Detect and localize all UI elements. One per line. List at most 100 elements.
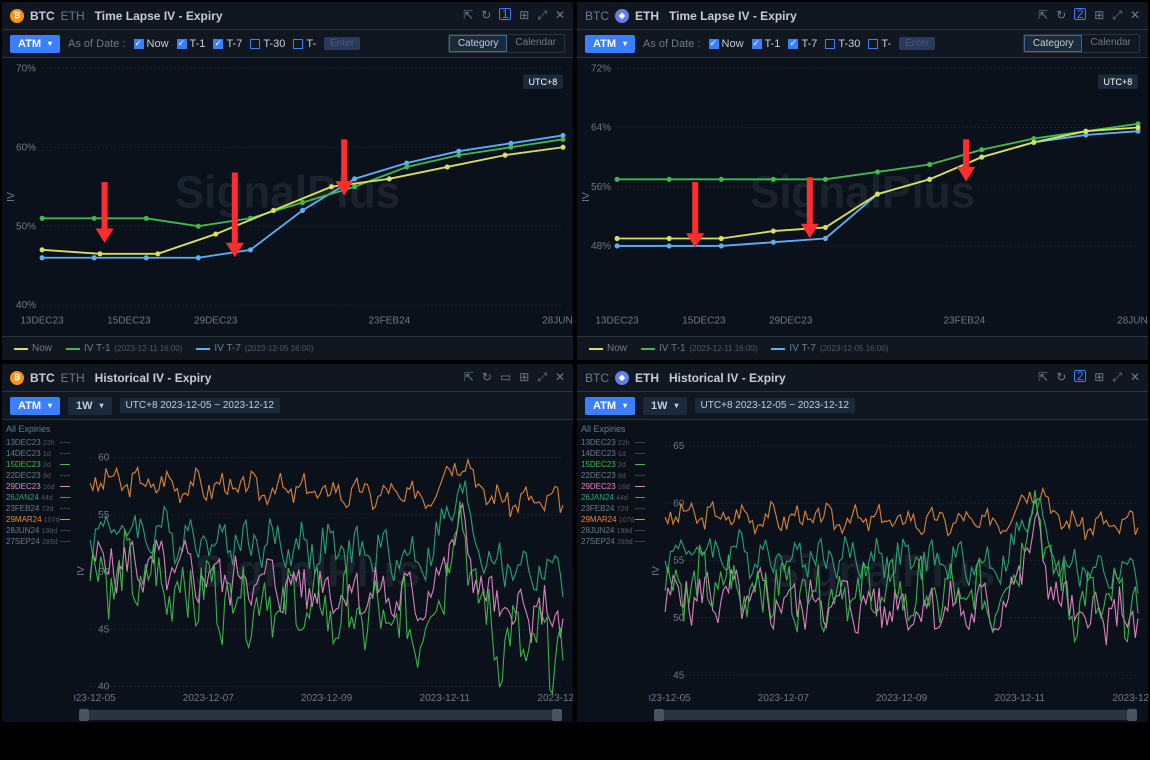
svg-text:2023-12-07: 2023-12-07 — [758, 693, 809, 704]
expand-icon[interactable]: ⤢ — [537, 8, 547, 23]
coin-tab-eth[interactable]: ETH — [61, 371, 85, 385]
svg-text:IV: IV — [6, 192, 17, 202]
svg-text:29DEC23: 29DEC23 — [769, 316, 813, 327]
coin-tab-eth[interactable]: ETH — [635, 371, 659, 385]
date-range[interactable]: UTC+8 2023-12-05 ~ 2023-12-12 — [695, 398, 855, 413]
expand-icon[interactable]: ⤢ — [1112, 370, 1122, 385]
refresh-icon[interactable]: ↻ — [1056, 8, 1066, 23]
panel-title: Time Lapse IV - Expiry — [95, 9, 223, 23]
svg-text:15DEC23: 15DEC23 — [682, 316, 726, 327]
svg-text:13DEC23: 13DEC23 — [20, 316, 64, 327]
atm-dropdown[interactable]: ATM — [10, 35, 60, 53]
expiry-item[interactable]: 14DEC23 1d — [6, 449, 70, 458]
filter-t1[interactable]: T-1 — [177, 38, 206, 50]
expiry-item[interactable]: 13DEC23 22h — [581, 438, 645, 447]
historical-chart-btc: All Expiries13DEC23 22h14DEC23 1d15DEC23… — [2, 420, 573, 722]
filter-t1[interactable]: T-1 — [752, 38, 781, 50]
view-toggle[interactable]: Category Calendar — [1023, 34, 1140, 53]
view-toggle[interactable]: Category Calendar — [448, 34, 565, 53]
open-external-icon[interactable]: ⇱ — [463, 8, 473, 23]
eth-icon: ◆ — [615, 9, 629, 23]
atm-dropdown[interactable]: ATM — [585, 397, 635, 415]
custom-t-input[interactable]: Enter — [324, 37, 360, 50]
expiry-item[interactable]: 22DEC23 9d — [581, 471, 645, 480]
toggle-category[interactable]: Category — [1024, 35, 1083, 52]
toggle-calendar[interactable]: Calendar — [1082, 35, 1139, 52]
legend-t7[interactable]: IV T-7(2023-12-05 16:00) — [196, 343, 313, 354]
expiry-item[interactable]: 13DEC23 22h — [6, 438, 70, 447]
legend-now[interactable]: Now — [14, 343, 52, 354]
expiry-item[interactable]: 29MAR24 107d — [581, 515, 645, 524]
timeframe-dropdown[interactable]: 1W — [643, 397, 687, 415]
settings-icon[interactable]: ⊞ — [519, 370, 529, 385]
filter-t7[interactable]: T-7 — [788, 38, 817, 50]
expiry-item[interactable]: 29DEC23 16d — [581, 482, 645, 491]
expiry-item[interactable]: 28JUN24 198d — [581, 526, 645, 535]
expiry-item[interactable]: 27SEP24 289d — [581, 537, 645, 546]
open-external-icon[interactable]: ⇱ — [464, 370, 474, 385]
time-scrollbar[interactable] — [657, 710, 1134, 720]
svg-text:45: 45 — [673, 670, 684, 681]
svg-text:2023-12-13: 2023-12-13 — [1112, 693, 1148, 704]
svg-text:23FEB24: 23FEB24 — [368, 316, 410, 327]
timeframe-dropdown[interactable]: 1W — [68, 397, 112, 415]
settings-icon[interactable]: ⊞ — [519, 8, 529, 23]
filter-t30[interactable]: T-30 — [825, 38, 860, 50]
refresh-icon[interactable]: ↻ — [481, 8, 491, 23]
expiry-item[interactable]: 15DEC23 2d — [6, 460, 70, 469]
expiry-item[interactable]: 28JUN24 198d — [6, 526, 70, 535]
toggle-calendar[interactable]: Calendar — [507, 35, 564, 52]
open-external-icon[interactable]: ⇱ — [1038, 8, 1048, 23]
expiry-item[interactable]: 26JAN24 44d — [581, 493, 645, 502]
expand-icon[interactable]: ⤢ — [537, 370, 547, 385]
custom-t-input[interactable]: Enter — [899, 37, 935, 50]
expiry-item[interactable]: 26JAN24 44d — [6, 493, 70, 502]
coin-tab-btc[interactable]: BTC — [585, 9, 609, 23]
close-icon[interactable]: ✕ — [1130, 370, 1140, 385]
toggle-category[interactable]: Category — [449, 35, 508, 52]
settings-icon[interactable]: ⊞ — [1094, 8, 1104, 23]
save-icon[interactable]: ▭ — [500, 370, 511, 385]
svg-text:13DEC23: 13DEC23 — [595, 316, 639, 327]
coin-tab-btc[interactable]: BTC — [585, 371, 609, 385]
time-scrollbar[interactable] — [82, 710, 559, 720]
filter-now[interactable]: Now — [134, 38, 169, 50]
expiry-item[interactable]: 15DEC23 2d — [581, 460, 645, 469]
expiry-item[interactable]: 29DEC23 16d — [6, 482, 70, 491]
close-icon[interactable]: ✕ — [555, 370, 565, 385]
legend-now[interactable]: Now — [589, 343, 627, 354]
refresh-icon[interactable]: ↻ — [1056, 370, 1066, 385]
open-external-icon[interactable]: ⇱ — [1038, 370, 1048, 385]
expiry-item[interactable]: 14DEC23 1d — [581, 449, 645, 458]
panel-eth-timelapse: BTC ◆ ETH Time Lapse IV - Expiry ⇱ ↻ 2 ⊞… — [577, 2, 1148, 360]
filter-t30[interactable]: T-30 — [250, 38, 285, 50]
refresh-icon[interactable]: ↻ — [482, 370, 492, 385]
filter-tcustom[interactable]: T- — [293, 38, 316, 50]
expiry-item[interactable]: 27SEP24 289d — [6, 537, 70, 546]
toolbar: ATM As of Date : Now T-1 T-7 T-30 T- Ent… — [577, 30, 1148, 58]
coin-tab-eth[interactable]: ETH — [635, 9, 659, 23]
coin-tab-eth[interactable]: ETH — [61, 9, 85, 23]
expiry-item[interactable]: 22DEC23 9d — [6, 471, 70, 480]
expand-icon[interactable]: ⤢ — [1112, 8, 1122, 23]
atm-dropdown[interactable]: ATM — [10, 397, 60, 415]
legend-t1[interactable]: IV T-1(2023-12-11 16:00) — [641, 343, 757, 354]
legend-t7[interactable]: IV T-7(2023-12-05 16:00) — [771, 343, 888, 354]
expiry-item[interactable]: 23FEB24 72d — [6, 504, 70, 513]
close-icon[interactable]: ✕ — [555, 8, 565, 23]
coin-tab-btc[interactable]: BTC — [30, 9, 55, 23]
svg-text:UTC+8: UTC+8 — [1104, 77, 1133, 87]
coin-tab-btc[interactable]: BTC — [30, 371, 55, 385]
filter-t7[interactable]: T-7 — [213, 38, 242, 50]
settings-icon[interactable]: ⊞ — [1094, 370, 1104, 385]
filter-tcustom[interactable]: T- — [868, 38, 891, 50]
close-icon[interactable]: ✕ — [1130, 8, 1140, 23]
atm-dropdown[interactable]: ATM — [585, 35, 635, 53]
expiry-item[interactable]: 23FEB24 72d — [581, 504, 645, 513]
expiry-item[interactable]: 29MAR24 107d — [6, 515, 70, 524]
legend-t1[interactable]: IV T-1(2023-12-11 16:00) — [66, 343, 182, 354]
layout-index-badge: 1 — [499, 8, 511, 20]
layout-index-badge: 2 — [1074, 8, 1086, 20]
filter-now[interactable]: Now — [709, 38, 744, 50]
date-range[interactable]: UTC+8 2023-12-05 ~ 2023-12-12 — [120, 398, 280, 413]
